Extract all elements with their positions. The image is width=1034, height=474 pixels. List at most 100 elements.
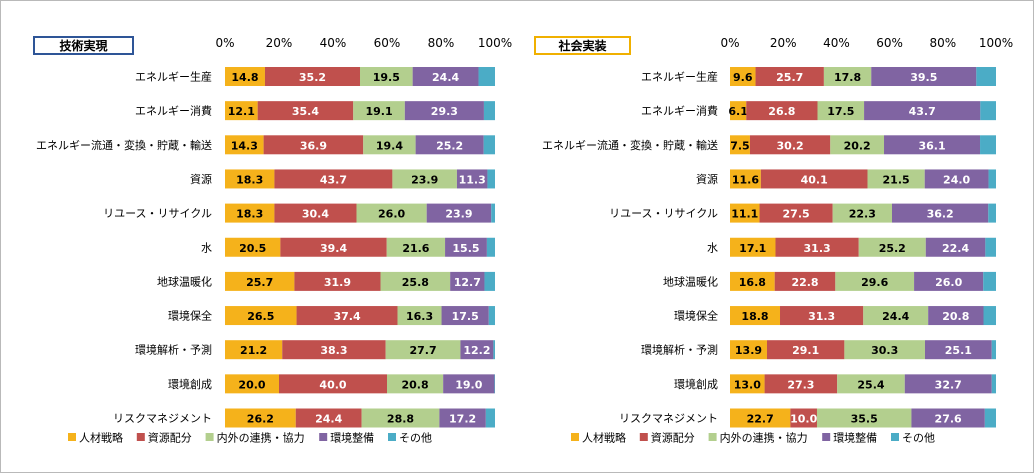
data-label: 24.0 xyxy=(943,173,970,186)
data-label: 18.8 xyxy=(741,310,768,323)
bar-segment xyxy=(817,101,865,121)
legend-label: 内外の連携・協力 xyxy=(720,431,808,445)
bar-segment xyxy=(363,135,416,155)
data-label: 11.6 xyxy=(732,173,759,186)
data-label: 29.6 xyxy=(861,276,888,289)
data-label: 25.4 xyxy=(857,378,884,391)
data-label: 27.7 xyxy=(409,344,436,357)
category-label: エネルギー流通・変換・貯蔵・輸送 xyxy=(36,138,212,152)
bar-segment xyxy=(225,408,296,428)
x-tick-label: 40% xyxy=(320,36,347,50)
bar-segment xyxy=(225,67,265,86)
legend-label: その他 xyxy=(399,432,432,445)
data-label: 36.2 xyxy=(927,208,954,221)
category-label: リスクマネジメント xyxy=(113,412,212,425)
bar-segment xyxy=(279,374,387,394)
data-label: 25.8 xyxy=(402,276,429,289)
bar-segment xyxy=(983,271,996,291)
data-label: 12.7 xyxy=(454,276,481,289)
bar-segment xyxy=(730,306,781,326)
data-label: 25.2 xyxy=(436,139,463,152)
bar-segment xyxy=(775,237,859,257)
category-label: 環境保全 xyxy=(168,309,212,323)
bar-segment xyxy=(456,169,488,189)
bar-segment xyxy=(296,306,398,326)
bar-segment xyxy=(415,135,484,155)
data-label: 17.5 xyxy=(452,310,479,323)
category-label: 環境解析・予測 xyxy=(641,343,718,357)
bar-segment xyxy=(980,135,996,155)
data-label: 27.6 xyxy=(935,413,962,426)
category-label: リユース・リサイクル xyxy=(609,207,718,220)
bar-segment xyxy=(387,374,444,394)
data-label: 13.0 xyxy=(734,378,761,391)
bar-segment xyxy=(450,271,485,291)
bar-segment xyxy=(426,203,492,223)
data-label: 14.3 xyxy=(231,139,258,152)
bar-segment xyxy=(755,67,824,86)
category-label: 環境創成 xyxy=(168,377,212,391)
bar-segment xyxy=(412,67,479,86)
data-label: 23.9 xyxy=(411,173,438,186)
bar-segment xyxy=(445,237,487,257)
data-label: 7.5 xyxy=(730,139,750,152)
bar-segment xyxy=(904,374,992,394)
bar-segment xyxy=(441,306,489,326)
data-label: 26.0 xyxy=(378,208,405,221)
bar-segment xyxy=(988,169,996,189)
category-label: 地球温暖化 xyxy=(157,274,212,288)
data-label: 10.0 xyxy=(790,413,817,426)
data-label: 29.3 xyxy=(431,105,458,118)
bar-segment xyxy=(780,306,864,326)
x-tick-label: 40% xyxy=(823,36,850,50)
x-tick-label: 80% xyxy=(428,36,455,50)
data-label: 31.9 xyxy=(324,276,351,289)
bar-segment xyxy=(816,408,912,428)
bar-segment xyxy=(397,306,442,326)
data-label: 14.8 xyxy=(231,71,258,84)
category-label: エネルギー流通・変換・貯蔵・輸送 xyxy=(542,138,718,152)
data-label: 39.4 xyxy=(320,242,347,255)
bar-segment xyxy=(225,203,275,223)
legend-swatch xyxy=(708,433,717,441)
bar-segment xyxy=(980,101,996,121)
bar-segment xyxy=(484,271,495,291)
x-tick-label: 20% xyxy=(266,36,293,50)
data-label: 29.1 xyxy=(792,344,819,357)
data-label: 35.5 xyxy=(851,413,878,426)
bar-segment xyxy=(263,135,364,155)
legend-swatch xyxy=(822,433,831,441)
bar-segment xyxy=(443,374,495,394)
bar-segment xyxy=(871,67,977,86)
bar-segment xyxy=(225,135,264,155)
bar-segment xyxy=(858,237,926,257)
bar-segment xyxy=(483,135,495,155)
data-label: 39.5 xyxy=(910,71,937,84)
bar-segment xyxy=(353,101,405,121)
data-label: 26.5 xyxy=(247,310,274,323)
data-label: 38.3 xyxy=(320,344,347,357)
data-label: 17.8 xyxy=(834,71,861,84)
data-label: 35.2 xyxy=(299,71,326,84)
data-label: 24.4 xyxy=(315,413,342,426)
data-label: 22.4 xyxy=(942,242,969,255)
category-label: 地球温暖化 xyxy=(663,274,718,288)
category-label: 資源 xyxy=(696,172,718,186)
bar-segment xyxy=(924,169,989,189)
bar-segment xyxy=(225,306,297,326)
bar-segment xyxy=(385,340,461,360)
data-label: 12.1 xyxy=(228,105,255,118)
data-label: 36.1 xyxy=(918,139,945,152)
data-label: 16.3 xyxy=(406,310,433,323)
bar-segment xyxy=(294,271,381,291)
bar-segment xyxy=(832,203,892,223)
legend-swatch xyxy=(136,433,145,441)
data-label: 20.8 xyxy=(942,310,969,323)
bar-segment xyxy=(282,340,386,360)
data-label: 9.6 xyxy=(733,71,753,84)
data-label: 24.4 xyxy=(432,71,459,84)
legend-swatch xyxy=(319,433,328,441)
chart-title-技術実現: 技術実現 xyxy=(33,36,134,55)
data-label: 13.9 xyxy=(735,344,762,357)
